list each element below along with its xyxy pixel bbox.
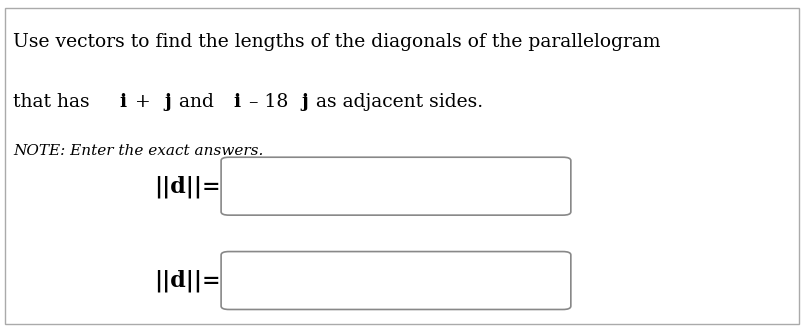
Text: +: + [128, 93, 157, 111]
FancyBboxPatch shape [221, 157, 570, 215]
Text: as adjacent sides.: as adjacent sides. [310, 93, 483, 111]
FancyBboxPatch shape [221, 252, 570, 309]
Text: NOTE: Enter the exact answers.: NOTE: Enter the exact answers. [13, 144, 263, 158]
Text: ||d||=: ||d||= [154, 269, 221, 292]
Text: – 18: – 18 [243, 93, 288, 111]
Text: that has: that has [13, 93, 96, 111]
Text: i: i [234, 93, 240, 111]
Text: and: and [173, 93, 220, 111]
FancyBboxPatch shape [5, 8, 798, 324]
Text: j: j [165, 93, 171, 111]
Text: ||d||=: ||d||= [154, 175, 221, 198]
Text: i: i [120, 93, 126, 111]
Text: j: j [301, 93, 308, 111]
Text: Use vectors to find the lengths of the diagonals of the parallelogram: Use vectors to find the lengths of the d… [13, 33, 659, 51]
